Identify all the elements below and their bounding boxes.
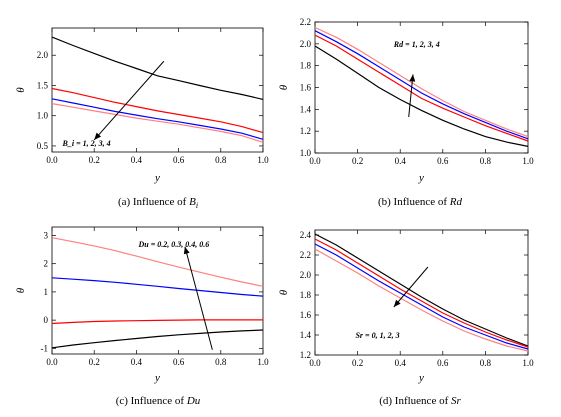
y-tick-label: 2.4 <box>300 230 312 240</box>
panel-caption: (c) Influence of Du <box>116 395 201 407</box>
series-line-4 <box>314 248 529 352</box>
plot-frame <box>51 226 264 355</box>
arrow-shaft <box>393 266 429 308</box>
y-tick-label: 1.2 <box>300 350 311 360</box>
arrow-shaft <box>184 246 213 350</box>
x-tick-label: 1.0 <box>257 155 269 165</box>
series-line-1 <box>314 233 529 347</box>
y-tick-label: 2.2 <box>300 250 311 260</box>
y-tick-label: 0.5 <box>37 141 49 151</box>
x-tick-label: 1.0 <box>522 358 534 368</box>
panel-d: 0.0 0.2 0.4 0.6 0.8 1.0 1.2 1.4 1.6 1.8 2.0 2.2 2.4 S… <box>278 229 534 407</box>
y-tick-label: 1.0 <box>37 111 49 121</box>
x-tick-label: 0.6 <box>437 358 449 368</box>
series-line-2 <box>51 319 263 325</box>
x-tick-label: 0.6 <box>173 357 185 367</box>
x-tick-label: 0.6 <box>173 155 185 165</box>
y-tick-label: 2.2 <box>300 17 311 27</box>
parameter-annotation: Rd = 1, 2, 3, 4 <box>393 40 440 49</box>
x-tick-label: 1.0 <box>522 156 534 166</box>
x-axis-label: y <box>418 172 424 184</box>
x-axis-label: y <box>418 372 424 384</box>
arrow-head <box>94 132 102 140</box>
y-tick-label: 1 <box>44 287 49 297</box>
x-tick-label: 0.0 <box>46 357 58 367</box>
y-axis-label: θ <box>278 289 290 295</box>
x-tick-label: 0.4 <box>131 155 143 165</box>
series-line-4 <box>51 237 264 287</box>
series-line-3 <box>314 243 529 350</box>
x-tick-label: 0.4 <box>395 156 407 166</box>
x-tick-label: 0.8 <box>215 155 227 165</box>
y-tick-label: -1 <box>41 343 49 353</box>
arrow-shaft <box>93 60 165 141</box>
panel-caption: (d) Influence of Sr <box>379 395 461 407</box>
x-tick-label: 0.8 <box>480 156 492 166</box>
y-tick-label: 1.8 <box>300 61 312 71</box>
series-line-4 <box>51 103 264 143</box>
x-tick-label: 0.0 <box>309 156 321 166</box>
arrow-shaft <box>408 74 414 118</box>
x-tick-label: 0.8 <box>215 357 227 367</box>
x-tick-label: 0.8 <box>480 358 492 368</box>
x-tick-label: 0.4 <box>395 358 407 368</box>
x-tick-label: 0.0 <box>46 155 58 165</box>
y-tick-label: 2.0 <box>300 39 312 49</box>
x-tick-label: 0.6 <box>437 156 449 166</box>
y-tick-label: 1.0 <box>300 148 312 158</box>
series-line-1 <box>51 36 264 100</box>
series-line-3 <box>314 30 529 140</box>
x-tick-label: 0.2 <box>352 156 363 166</box>
series-line-3 <box>51 277 264 297</box>
arrow-head <box>409 74 416 82</box>
y-tick-label: 2 <box>44 259 49 269</box>
y-tick-label: 1.6 <box>300 83 312 93</box>
y-tick-label: 1.4 <box>300 330 312 340</box>
x-tick-label: 0.2 <box>89 155 100 165</box>
y-tick-label: 1.5 <box>37 80 49 90</box>
y-axis-label: θ <box>15 87 27 93</box>
y-axis-label: θ <box>278 84 290 90</box>
series-line-1 <box>314 45 529 147</box>
y-tick-label: 3 <box>44 230 49 240</box>
arrow-head <box>393 299 401 307</box>
y-tick-label: 2.0 <box>300 270 312 280</box>
y-tick-label: 2.0 <box>37 50 49 60</box>
parameter-annotation: Du = 0.2, 0.3, 0.4, 0.6 <box>138 240 210 249</box>
parameter-annotation: Sr = 0, 1, 2, 3 <box>355 331 399 340</box>
panel-caption: (a) Influence of Bi <box>118 196 198 210</box>
panel-caption: (b) Influence of Rd <box>378 196 463 208</box>
plot-frame <box>51 27 264 153</box>
series-line-2 <box>314 238 529 348</box>
y-tick-label: 0 <box>44 315 49 325</box>
y-tick-label: 1.8 <box>300 290 312 300</box>
x-tick-label: 0.2 <box>89 357 100 367</box>
series-line-4 <box>314 26 529 138</box>
x-tick-label: 0.0 <box>309 358 321 368</box>
panel-c: 0.0 0.2 0.4 0.6 0.8 1.0 -1 0 1 2 3 Du = 0.2, 0.3, 0… <box>15 226 269 407</box>
x-tick-label: 0.2 <box>352 358 363 368</box>
series-line-3 <box>51 98 264 140</box>
series-line-1 <box>51 329 264 349</box>
plot-frame <box>314 229 529 356</box>
series-line-2 <box>51 87 264 134</box>
panel-b: 0.0 0.2 0.4 0.6 0.8 1.0 1.0 1.2 1.4 1.6 1.8 2.0 2.2 R… <box>278 17 534 208</box>
x-tick-label: 0.4 <box>131 357 143 367</box>
x-axis-label: y <box>154 172 160 184</box>
x-tick-label: 1.0 <box>257 357 269 367</box>
panel-a: 0.0 0.2 0.4 0.6 0.8 1.0 0.5 1.0 1.5 2.0 B_i = 1, 2… <box>15 27 269 210</box>
y-axis-label: θ <box>15 287 27 293</box>
y-tick-label: 1.2 <box>300 126 311 136</box>
arrow-head <box>183 246 190 255</box>
series-line-2 <box>314 34 529 142</box>
y-tick-label: 1.6 <box>300 310 312 320</box>
y-tick-label: 1.4 <box>300 104 312 114</box>
parameter-annotation: B_i = 1, 2, 3, 4 <box>62 139 111 148</box>
x-axis-label: y <box>154 372 160 384</box>
